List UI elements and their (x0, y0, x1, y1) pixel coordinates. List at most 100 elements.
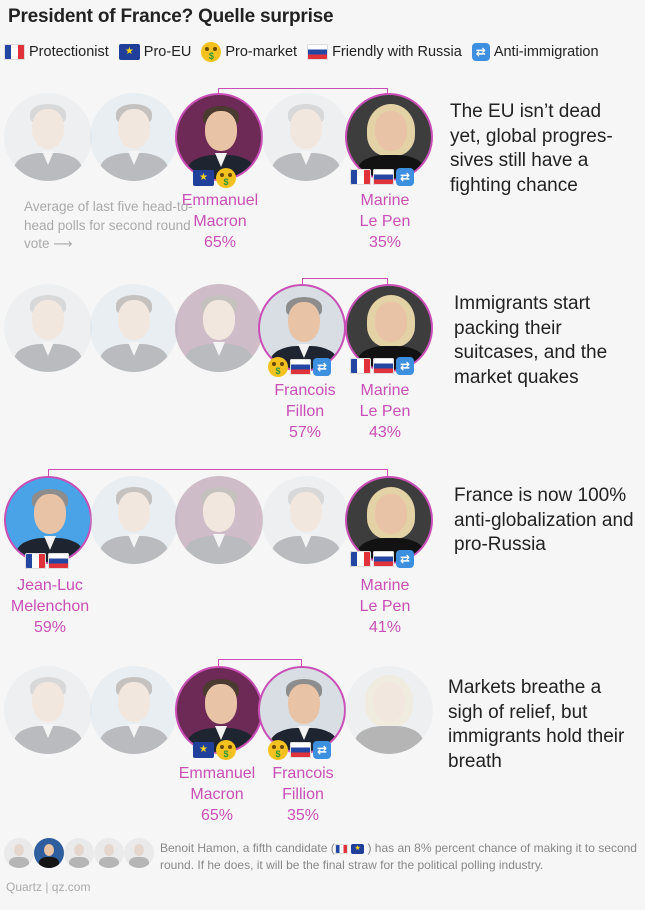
legend-item-anti-immigration: Anti-immigration (471, 43, 599, 61)
candidate-right-label: Marine Le Pen 35% (330, 190, 440, 253)
legend-label: Pro-EU (143, 44, 192, 60)
money-face-icon (216, 740, 236, 760)
candidate-first-name: Marine (360, 382, 410, 399)
candidate-first-name: Emmanuel (181, 192, 259, 209)
candidate-percent: 35% (368, 234, 402, 251)
matchup-connector (48, 469, 388, 479)
macron-badges (193, 740, 238, 760)
candidate-last-name: Fillon (285, 403, 325, 420)
legend-item-protectionist: Protectionist (4, 44, 109, 60)
candidate-first-name: Emmanuel (178, 765, 256, 782)
legend-label: Friendly with Russia (332, 44, 462, 60)
legend-item-pro-eu: Pro-EU (118, 44, 192, 60)
immigration-icon (471, 43, 490, 61)
candidate-last-name: Melenchon (10, 598, 90, 615)
candidate-percent: 65% (203, 234, 237, 251)
portrait-melenchon (4, 666, 92, 754)
candidate-left-label: Francois Fillon 57% (250, 380, 360, 443)
candidate-first-name: Francois (274, 382, 336, 399)
money-face-icon (268, 740, 288, 760)
candidate-percent: 59% (33, 619, 67, 636)
immigration-icon (313, 741, 331, 759)
candidate-left-label: Jean-Luc Melenchon 59% (0, 575, 105, 638)
poll-average-note: Average of last five head-to-head polls … (24, 198, 194, 254)
matchup-connector (218, 659, 302, 669)
portrait-hamon (90, 284, 178, 372)
eu-flag-icon (193, 742, 214, 758)
candidate-last-name: Le Pen (359, 213, 411, 230)
eu-flag-icon (351, 843, 365, 854)
candidate-percent: 35% (286, 807, 320, 824)
french-flag-icon (25, 553, 46, 569)
matchup-connector (302, 278, 388, 288)
russian-flag-icon (307, 44, 329, 60)
portrait-melenchon (4, 284, 92, 372)
scenario-note: Immigrants start packing their suitcases… (454, 293, 608, 388)
le-pen-badges (350, 550, 416, 568)
candidate-last-name: Le Pen (359, 403, 411, 420)
immigration-icon (396, 357, 414, 375)
portrait-hamon (90, 476, 178, 564)
candidate-left-label: Emmanuel Macron 65% (162, 763, 272, 826)
candidate-percent: 41% (368, 619, 402, 636)
legend: Protectionist Pro-EU Pro-market Friendly… (4, 42, 609, 62)
page-title: President of France? Quelle surprise (8, 6, 334, 27)
legend-item-pro-market: Pro-market (201, 42, 297, 62)
russian-flag-icon (373, 551, 394, 567)
portrait-macron (175, 93, 263, 181)
candidate-first-name: Francois (272, 765, 334, 782)
russian-flag-icon (373, 358, 394, 374)
candidate-percent: 43% (368, 424, 402, 441)
melenchon-badges (25, 553, 71, 569)
portrait-melenchon (4, 476, 92, 564)
french-flag-icon (334, 843, 348, 854)
french-flag-icon (350, 358, 371, 374)
footnote-text-end: ) has an 8% percent chance of making it … (160, 841, 637, 872)
candidate-left-label: Emmanuel Macron 65% (165, 190, 275, 253)
eu-flag-icon (118, 44, 140, 60)
mini-portrait (64, 838, 94, 868)
candidate-first-name: Marine (360, 192, 410, 209)
legend-label: Anti-immigration (493, 44, 599, 60)
immigration-icon (313, 358, 331, 376)
source-credit: Quartz | qz.com (6, 880, 91, 894)
portrait-fillon (262, 476, 350, 564)
fillon-badges (268, 740, 333, 760)
le-pen-badges (350, 357, 416, 375)
mini-portrait-hamon (34, 838, 64, 868)
footnote-text-start: Benoit Hamon, a fifth candidate ( (160, 841, 335, 855)
legend-label: Protectionist (29, 44, 109, 60)
candidate-first-name: Jean-Luc (17, 577, 83, 594)
french-flag-icon (350, 169, 371, 185)
russian-flag-icon (290, 742, 311, 758)
candidate-first-name: Marine (360, 577, 410, 594)
candidate-last-name: Macron (193, 213, 247, 230)
arrow-right-icon: ⟶ (53, 236, 73, 251)
portrait-macron (175, 284, 263, 372)
russian-flag-icon (290, 359, 311, 375)
candidate-percent: 65% (200, 807, 234, 824)
portrait-le-pen (345, 666, 433, 754)
scenario-note: France is now 100% anti-globalization an… (454, 485, 634, 555)
legend-label: Pro-market (225, 44, 298, 60)
scenario-note: The EU isn’t dead yet, global progres-si… (450, 101, 613, 196)
candidate-last-name: Le Pen (359, 598, 411, 615)
portrait-hamon (90, 666, 178, 754)
macron-badges (193, 168, 238, 188)
poll-average-text: Average of last five head-to-head polls … (24, 199, 193, 251)
russian-flag-icon (373, 169, 394, 185)
le-pen-badges (350, 168, 416, 186)
immigration-icon (396, 168, 414, 186)
candidate-last-name: Macron (190, 786, 244, 803)
candidate-right-label: Marine Le Pen 41% (330, 575, 440, 638)
candidate-last-name: Fillion (282, 786, 324, 803)
immigration-icon (396, 550, 414, 568)
french-flag-icon (4, 44, 25, 60)
mini-portrait (94, 838, 124, 868)
portrait-hamon (90, 93, 178, 181)
portrait-le-pen (345, 93, 433, 181)
money-face-icon (268, 357, 288, 377)
money-face-icon (201, 42, 222, 62)
money-face-icon (216, 168, 236, 188)
scenario-note: Markets breathe a sigh of relief, but im… (448, 677, 625, 772)
